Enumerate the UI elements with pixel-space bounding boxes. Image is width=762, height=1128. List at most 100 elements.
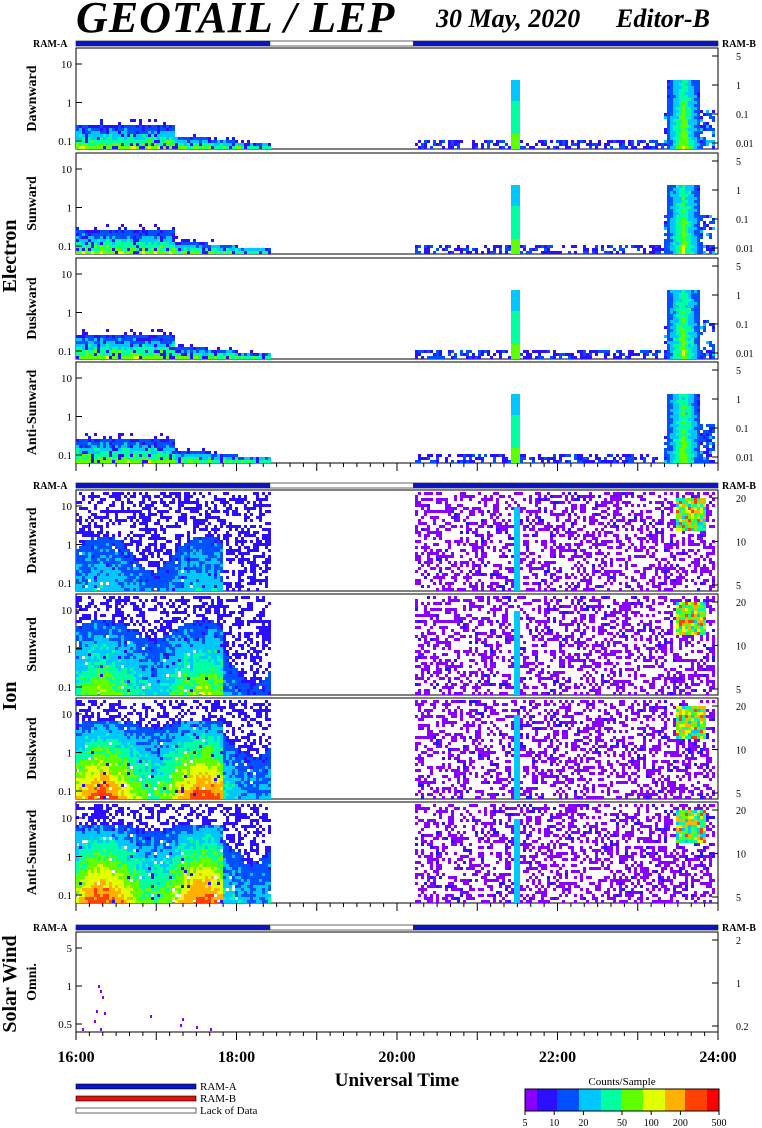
heatmap-cell [79,239,82,242]
heatmap-cell [181,146,184,149]
heatmap-cell [100,122,103,125]
heatmap-cell [193,134,196,137]
heatmap-cell [577,350,580,353]
heatmap-cell [151,501,154,504]
heatmap-cell [604,353,607,356]
heatmap-cell [667,206,670,209]
heatmap-cell [235,350,238,353]
heatmap-cell [694,86,697,89]
heatmap-cell [256,248,259,251]
heatmap-cell [166,460,169,463]
heatmap-cell [94,454,97,457]
heatmap-cell [475,457,478,460]
heatmap-cell [625,146,628,149]
heatmap-cell [250,564,253,567]
heatmap-cell [157,242,160,245]
heatmap-cell [79,564,82,567]
heatmap-cell [523,248,526,251]
heatmap-cell [673,341,676,344]
heatmap-cell [694,122,697,125]
heatmap-cell [268,543,271,546]
heatmap-cell [265,561,268,564]
heatmap-cell [676,191,679,194]
heatmap-cell [697,194,700,197]
heatmap-cell [124,454,127,457]
heatmap-cell [439,454,442,457]
heatmap-cell [268,561,271,564]
heatmap-cell [214,245,217,248]
heatmap-cell [268,143,271,146]
heatmap-cell [685,341,688,344]
heatmap-cell [199,540,202,543]
heatmap-cell [115,510,118,513]
y-tick-label-right: 0.1 [736,320,749,331]
heatmap-cell [670,221,673,224]
heatmap-cell [670,338,673,341]
heatmap-cell [514,314,517,317]
heatmap-cell [148,537,151,540]
heatmap-cell [670,188,673,191]
heatmap-cell [616,140,619,143]
heatmap-cell [235,537,238,540]
heatmap-cell [142,146,145,149]
heatmap-cell [454,353,457,356]
heatmap-cell [700,248,703,251]
heatmap-cell [103,356,106,359]
heatmap-cell [115,516,118,519]
heatmap-cell [142,245,145,248]
heatmap-cell [127,146,130,149]
heatmap-cell [157,573,160,576]
heatmap-cell [184,347,187,350]
heatmap-cell [85,519,88,522]
heatmap-cell [109,585,112,588]
heatmap-cell [115,564,118,567]
heatmap-cell [685,251,688,254]
heatmap-cell [580,356,583,359]
heatmap-cell [139,131,142,134]
heatmap-cell [703,122,706,125]
heatmap-cell [694,206,697,209]
heatmap-cell [136,341,139,344]
heatmap-cell [688,418,691,421]
heatmap-cell [115,344,118,347]
heatmap-cell [103,125,106,128]
heatmap-cell [169,558,172,561]
heatmap-cell [619,245,622,248]
heatmap-cell [190,576,193,579]
heatmap-cell [688,221,691,224]
heatmap-cell [118,561,121,564]
heatmap-cell [103,460,106,463]
heatmap-cell [115,582,118,585]
heatmap-cell [514,311,517,314]
heatmap-cell [160,516,163,519]
heatmap-cell [415,251,418,254]
heatmap-cell [130,543,133,546]
heatmap-cell [172,501,175,504]
heatmap-cell [97,501,100,504]
heatmap-cell [124,579,127,582]
heatmap-cell [220,549,223,552]
heatmap-cell [160,146,163,149]
heatmap-cell [241,248,244,251]
heatmap-cell [145,242,148,245]
heatmap-cell [529,251,532,254]
heatmap-cell [160,353,163,356]
heatmap-cell [202,460,205,463]
heatmap-cell [139,341,142,344]
heatmap-cell [148,513,151,516]
heatmap-cell [76,239,79,242]
heatmap-cell [679,418,682,421]
heatmap-cell [169,492,172,495]
heatmap-cell [124,143,127,146]
heatmap-cell [82,445,85,448]
heatmap-cell [142,140,145,143]
heatmap-cell [130,433,133,436]
heatmap-cell [157,146,160,149]
heatmap-cell [667,293,670,296]
heatmap-cell [682,305,685,308]
heatmap-cell [139,445,142,448]
heatmap-cell [682,206,685,209]
heatmap-cell [166,436,169,439]
heatmap-cell [685,317,688,320]
heatmap-cell [127,498,130,501]
